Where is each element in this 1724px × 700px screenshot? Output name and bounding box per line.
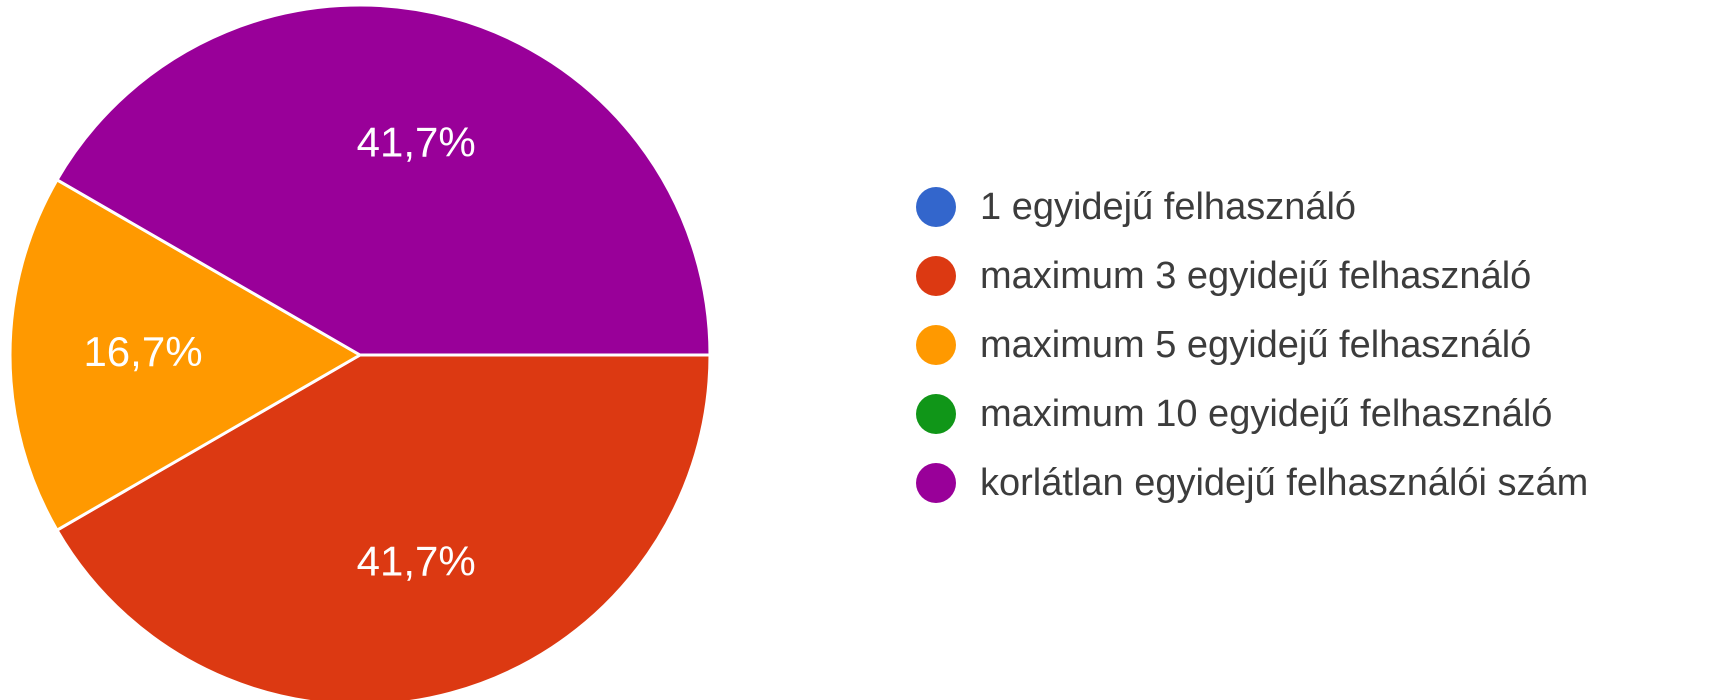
legend-marker-icon (916, 325, 956, 365)
legend-item: korlátlan egyidejű felhasználói szám (916, 462, 1588, 504)
legend-marker-icon (916, 256, 956, 296)
legend-item: maximum 5 egyidejű felhasználó (916, 324, 1531, 366)
legend-item: 1 egyidejű felhasználó (916, 186, 1356, 228)
pie-slice-label-2: 16,7% (83, 328, 202, 375)
legend-label: maximum 10 egyidejű felhasználó (980, 393, 1552, 435)
pie-slice-label-4: 41,7% (357, 119, 476, 166)
legend-marker-icon (916, 394, 956, 434)
legend-item: maximum 3 egyidejű felhasználó (916, 255, 1531, 297)
legend-label: maximum 5 egyidejű felhasználó (980, 324, 1531, 366)
legend-label: 1 egyidejű felhasználó (980, 186, 1356, 228)
legend-marker-icon (916, 187, 956, 227)
pie-slice-label-1: 41,7% (357, 538, 476, 585)
legend-marker-icon (916, 463, 956, 503)
legend-item: maximum 10 egyidejű felhasználó (916, 393, 1552, 435)
legend: 1 egyidejű felhasználó maximum 3 egyidejű… (916, 186, 1588, 504)
legend-label: korlátlan egyidejű felhasználói szám (980, 462, 1588, 504)
legend-label: maximum 3 egyidejű felhasználó (980, 255, 1531, 297)
